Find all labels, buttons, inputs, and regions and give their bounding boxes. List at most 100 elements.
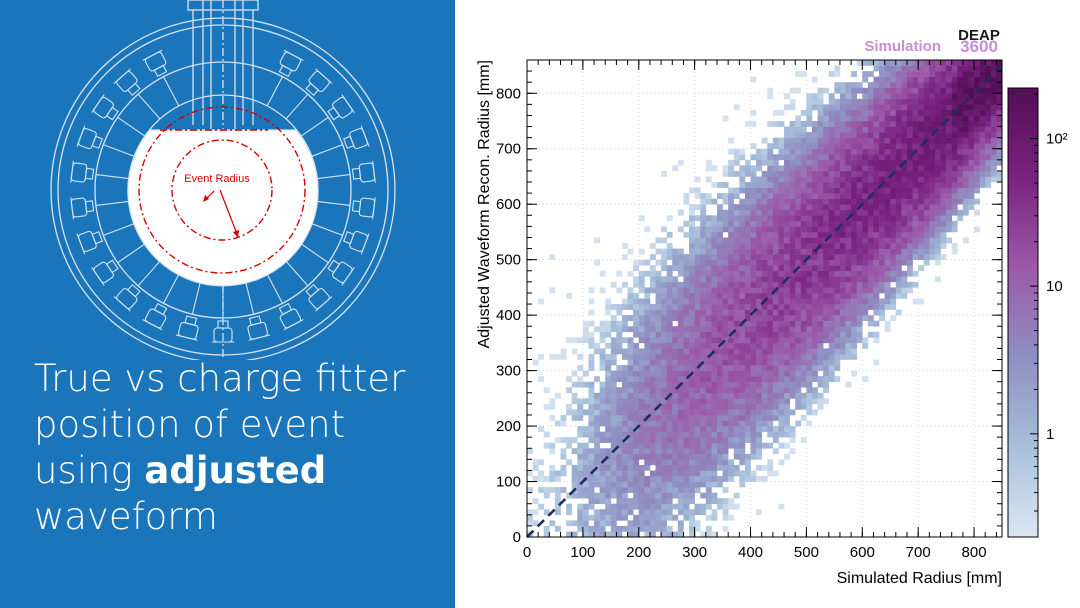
heatmap-bin	[784, 104, 790, 111]
heatmap-bin	[800, 365, 807, 371]
heatmap-bin	[800, 326, 807, 333]
heatmap-bin	[717, 182, 723, 188]
heatmap-bin	[845, 231, 852, 238]
heatmap-bin	[633, 326, 640, 333]
heatmap-bin	[638, 426, 645, 432]
heatmap-bin	[677, 398, 684, 405]
heatmap-bin	[828, 370, 835, 377]
heatmap-bin	[940, 71, 947, 77]
heatmap-bin	[851, 315, 858, 321]
heatmap-bin	[588, 287, 595, 294]
heatmap-bin	[610, 381, 617, 388]
heatmap-bin	[655, 481, 662, 488]
heatmap-bin	[594, 342, 600, 349]
heatmap-bin	[616, 331, 623, 338]
heatmap-bin	[890, 226, 897, 233]
heatmap-bin	[834, 132, 841, 138]
heatmap-bin	[733, 220, 740, 227]
heatmap-bin	[907, 254, 913, 260]
heatmap-bin	[772, 376, 779, 382]
heatmap-bin	[951, 104, 958, 111]
heatmap-bin	[733, 320, 740, 327]
heatmap-bin	[767, 431, 774, 438]
heatmap-bin	[940, 254, 947, 260]
heatmap-bin	[784, 309, 790, 316]
heatmap-bin	[588, 475, 595, 482]
heatmap-bin	[934, 204, 941, 211]
heatmap-bin	[856, 231, 863, 238]
heatmap-bin	[610, 304, 617, 310]
heatmap-bin	[728, 370, 735, 377]
heatmap-bin	[839, 237, 846, 244]
heatmap-bin	[800, 182, 807, 188]
heatmap-bin	[750, 381, 757, 388]
heatmap-bin	[610, 353, 617, 360]
heatmap-bin	[923, 159, 930, 166]
heatmap-bin	[638, 470, 645, 477]
heatmap-bin	[661, 453, 668, 460]
heatmap-bin	[689, 520, 695, 527]
heatmap-bin	[655, 342, 662, 349]
heatmap-bin	[767, 309, 774, 316]
heatmap-bin	[677, 475, 684, 482]
heatmap-bin	[644, 392, 651, 399]
heatmap-bin	[784, 259, 790, 266]
heatmap-bin	[884, 298, 891, 305]
heatmap-bin	[907, 143, 913, 150]
y-tick-label: 200	[496, 418, 521, 435]
heatmap-bin	[566, 520, 573, 527]
heatmap-bin	[772, 182, 779, 188]
heatmap-bin	[683, 254, 690, 260]
heatmap-bin	[661, 331, 668, 338]
heatmap-bin	[627, 365, 634, 371]
heatmap-bin	[934, 115, 941, 122]
heatmap-bin	[582, 381, 589, 388]
heatmap-bin	[744, 215, 751, 222]
heatmap-bin	[644, 381, 651, 388]
heatmap-bin	[834, 115, 841, 122]
heatmap-bin	[817, 193, 824, 199]
heatmap-bin	[789, 87, 796, 94]
heatmap-bin	[711, 475, 718, 482]
heatmap-bin	[884, 204, 891, 211]
heatmap-bin	[655, 503, 662, 510]
heatmap-bin	[744, 387, 751, 394]
heatmap-bin	[990, 137, 997, 144]
heatmap-bin	[638, 431, 645, 438]
heatmap-bin	[672, 326, 679, 333]
heatmap-bin	[856, 187, 863, 194]
heatmap-bin	[599, 431, 606, 438]
heatmap-bin	[990, 71, 997, 77]
heatmap-bin	[851, 276, 858, 283]
heatmap-bin	[918, 226, 925, 233]
heatmap-bin	[739, 337, 746, 344]
heatmap-bin	[795, 370, 802, 377]
heatmap-bin	[912, 298, 919, 305]
heatmap-bin	[901, 231, 908, 238]
heatmap-bin	[683, 437, 690, 444]
heatmap-bin	[767, 287, 774, 294]
heatmap-bin	[605, 487, 612, 493]
heatmap-bin	[549, 464, 556, 471]
heatmap-bin	[677, 459, 684, 466]
heatmap-bin	[717, 259, 723, 266]
heatmap-bin	[834, 71, 841, 77]
heatmap-bin	[884, 326, 891, 333]
heatmap-bin	[907, 209, 913, 216]
heatmap-bin	[767, 220, 774, 227]
heatmap-bin	[616, 270, 623, 277]
heatmap-bin	[649, 481, 656, 488]
heatmap-bin	[923, 60, 930, 66]
heatmap-bin	[912, 248, 919, 255]
heatmap-bin	[772, 187, 779, 194]
heatmap-bin	[661, 481, 668, 488]
heatmap-bin	[812, 231, 818, 238]
heatmap-bin	[940, 159, 947, 166]
heatmap-bin	[968, 71, 975, 77]
heatmap-bin	[744, 265, 751, 272]
heatmap-bin	[856, 292, 863, 299]
heatmap-bin	[823, 287, 830, 294]
colorbar-tick-label: 10²	[1046, 131, 1068, 148]
heatmap-bin	[666, 514, 673, 521]
heatmap-bin	[761, 170, 768, 177]
